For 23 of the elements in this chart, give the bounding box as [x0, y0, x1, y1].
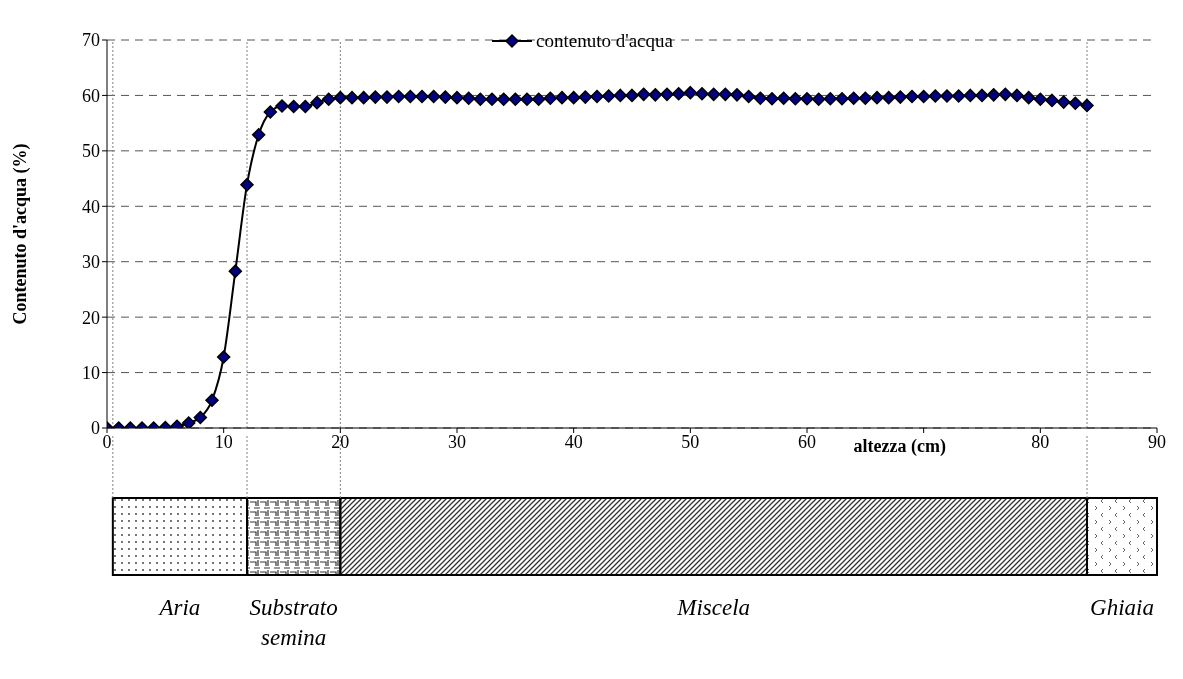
- y-tick-label: 50: [82, 141, 100, 162]
- text: Aria: [157, 594, 202, 622]
- y-tick-label: 40: [82, 196, 100, 217]
- x-tick-label: 60: [798, 431, 816, 452]
- y-tick-label: 0: [91, 418, 100, 439]
- text: Ghiaia: [1089, 594, 1155, 622]
- x-axis-title: altezza (cm): [853, 436, 946, 457]
- y-tick-label: 10: [82, 362, 100, 383]
- y-axis-title: Contenuto d'acqua (%): [10, 143, 31, 325]
- y-tick-label: 30: [82, 252, 100, 273]
- y-tick-label: 70: [82, 30, 100, 51]
- y-tick-label: 60: [82, 85, 100, 106]
- x-tick-label: 40: [564, 431, 583, 452]
- x-tick-label: 20: [331, 431, 350, 452]
- x-tick-label: 80: [1031, 431, 1050, 452]
- x-tick-label: 90: [1148, 431, 1166, 452]
- x-tick-label: 50: [681, 431, 700, 452]
- y-tick-label: 20: [82, 307, 100, 328]
- text: Substrato semina: [248, 594, 339, 652]
- x-tick-label: 30: [448, 431, 466, 452]
- x-tick-label: 10: [214, 431, 233, 452]
- legend-label: contenuto d'acqua: [536, 30, 673, 52]
- text: Miscela: [676, 594, 752, 622]
